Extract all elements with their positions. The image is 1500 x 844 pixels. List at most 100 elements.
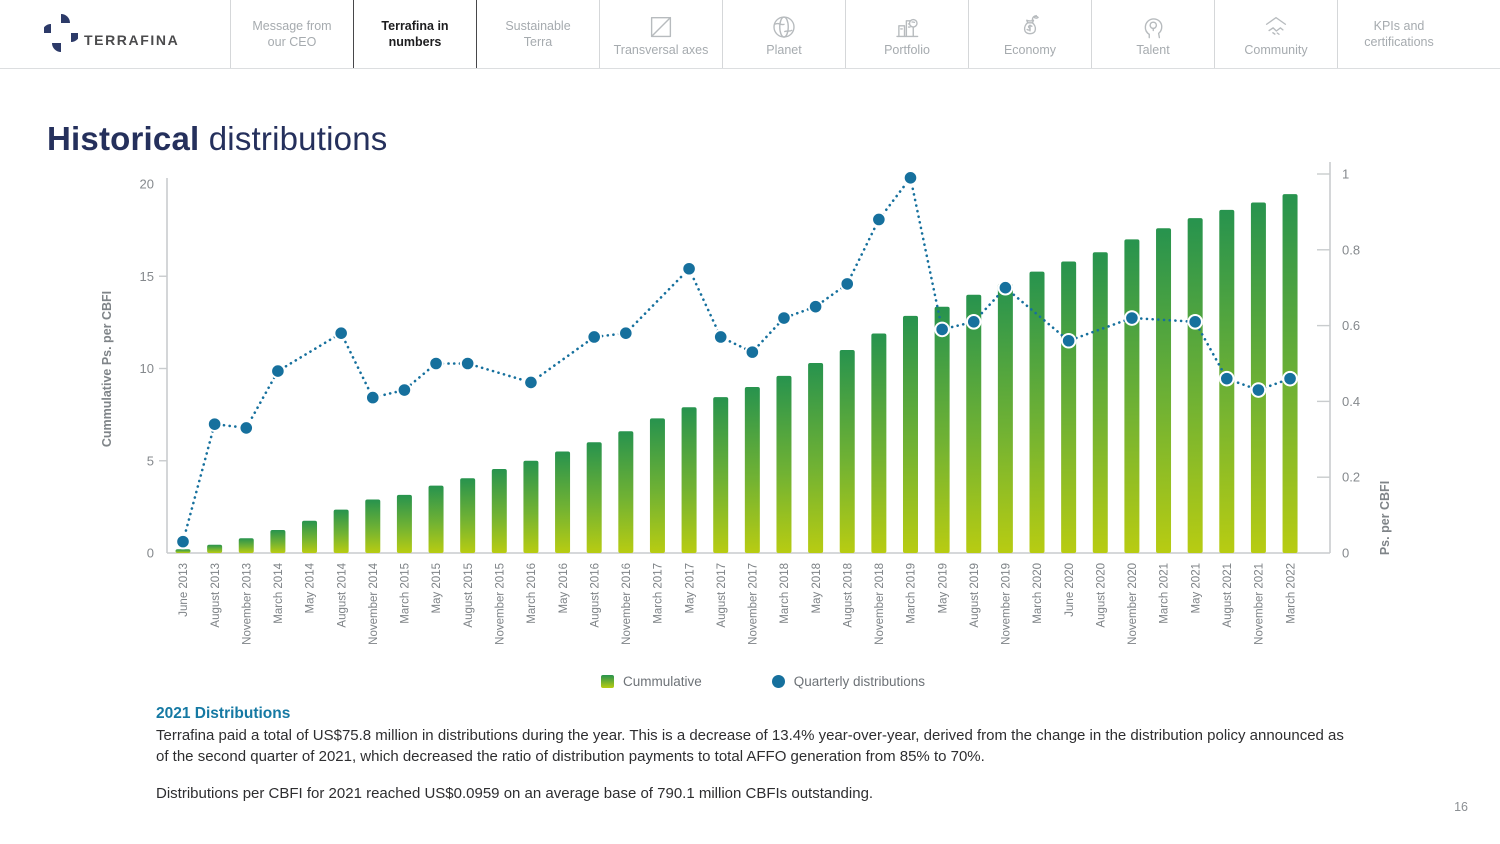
bar	[618, 431, 634, 553]
left-axis-ticks: 0 5 10 15 20	[140, 177, 167, 561]
svg-text:May 2017: May 2017	[684, 563, 696, 614]
dot	[681, 260, 697, 277]
bar	[586, 442, 602, 553]
svg-text:August 2018: August 2018	[842, 563, 854, 628]
x-axis-labels: June 2013 August 2013 November 2013 March 2…	[178, 562, 1297, 644]
dot	[428, 355, 444, 372]
nav-item-community[interactable]: Community	[1214, 0, 1337, 68]
nav-item-label: Sustainable Terra	[505, 19, 571, 49]
quarterly-swatch-icon	[771, 675, 785, 688]
economy-icon	[1015, 12, 1045, 42]
bar	[744, 386, 760, 553]
bar	[839, 350, 855, 553]
page-title-regular: distributions	[199, 120, 388, 157]
nav-menu: Message from our CEO Terrafina in numbers…	[230, 0, 1460, 68]
svg-text:August 2015: August 2015	[463, 563, 475, 628]
svg-text:March 2021: March 2021	[1159, 563, 1171, 624]
top-navigation-bar: TERRAFINA Message from our CEO Terrafina …	[0, 0, 1500, 69]
svg-text:20: 20	[140, 177, 154, 192]
bar	[302, 520, 318, 553]
nav-item-label: Talent	[1136, 42, 1170, 57]
nav-item-portfolio[interactable]: Portfolio	[845, 0, 968, 68]
portfolio-icon	[892, 12, 922, 42]
dot	[902, 169, 919, 186]
nav-item-kpis-and-certifications[interactable]: KPIs and certifications	[1337, 0, 1460, 68]
cummulative-swatch-icon	[600, 675, 614, 688]
bar	[555, 451, 571, 553]
svg-text:August 2021: August 2021	[1222, 563, 1234, 628]
dot	[175, 533, 191, 550]
nav-item-label: Community	[1244, 42, 1308, 57]
bar	[1029, 271, 1045, 553]
dot	[1124, 310, 1140, 326]
nav-item-sustainable-terra[interactable]: Sustainable Terra	[476, 0, 599, 68]
distributions-text-block: 2021 Distributions Terrafina paid a tota…	[156, 705, 1348, 805]
svg-text:November 2019: November 2019	[1001, 563, 1013, 645]
nav-item-label: Planet	[766, 42, 802, 57]
svg-text:June 2013: June 2013	[178, 563, 190, 617]
svg-text:0: 0	[147, 546, 154, 561]
bar	[396, 494, 412, 553]
dot	[871, 211, 887, 228]
nav-item-planet[interactable]: Planet	[722, 0, 845, 68]
dot	[1060, 332, 1077, 349]
dot	[333, 325, 349, 341]
dot	[206, 416, 223, 432]
dot	[586, 329, 602, 345]
terrafina-logo[interactable]: TERRAFINA	[44, 11, 179, 55]
nav-item-label: Terrafina in numbers	[381, 19, 449, 49]
svg-text:March 2014: March 2014	[273, 562, 285, 623]
nav-item-terrafina-in-numbers[interactable]: Terrafina in numbers	[353, 0, 476, 68]
svg-text:0.6: 0.6	[1342, 318, 1360, 333]
svg-text:March 2019: March 2019	[906, 563, 918, 624]
bar	[871, 333, 887, 553]
dot	[270, 363, 286, 379]
bar	[808, 362, 824, 553]
svg-text:0.8: 0.8	[1342, 242, 1360, 257]
svg-text:November 2015: November 2015	[495, 563, 507, 645]
nav-item-talent[interactable]: Talent	[1091, 0, 1214, 68]
svg-text:5: 5	[147, 453, 154, 468]
quarterly-dots	[175, 169, 1298, 550]
nav-item-message-from-our-ceo[interactable]: Message from our CEO	[230, 0, 353, 68]
svg-text:August 2019: August 2019	[969, 563, 981, 628]
svg-text:0: 0	[1342, 546, 1349, 561]
svg-text:0.2: 0.2	[1342, 470, 1360, 485]
bar	[238, 538, 254, 553]
bar	[1250, 202, 1266, 553]
bar	[460, 478, 476, 553]
bar	[207, 544, 223, 553]
talent-icon	[1138, 12, 1168, 42]
bar	[270, 529, 286, 553]
transversal-axes-icon	[646, 12, 676, 42]
svg-text:0.4: 0.4	[1342, 394, 1360, 409]
bar	[1092, 252, 1108, 553]
page-title-bold: Historical	[47, 120, 200, 157]
planet-icon	[769, 12, 799, 42]
bar	[1156, 228, 1172, 553]
svg-text:November 2017: November 2017	[748, 563, 760, 645]
bar	[649, 418, 665, 553]
svg-text:March 2017: March 2017	[653, 563, 665, 624]
community-icon	[1261, 12, 1291, 42]
section-heading: 2021 Distributions	[156, 705, 291, 722]
legend-label: Cummulative	[622, 674, 702, 689]
bar	[966, 294, 982, 553]
svg-text:August 2016: August 2016	[589, 563, 601, 628]
quarterly-line	[181, 174, 1292, 543]
nav-item-label: Transversal axes	[613, 42, 709, 57]
right-axis-ticks: 0 0.2 0.4 0.6 0.8 1	[1317, 167, 1360, 561]
svg-text:August 2020: August 2020	[1095, 563, 1107, 628]
svg-text:1: 1	[1342, 167, 1349, 182]
svg-text:10: 10	[140, 361, 154, 376]
bar	[713, 397, 729, 553]
dot	[934, 321, 950, 338]
nav-item-economy[interactable]: Economy	[968, 0, 1091, 68]
nav-item-transversal-axes[interactable]: Transversal axes	[599, 0, 722, 68]
svg-text:May 2019: May 2019	[937, 563, 949, 614]
dot	[807, 298, 824, 315]
bar	[1124, 239, 1140, 553]
page-title: Historical distributions	[47, 120, 387, 158]
